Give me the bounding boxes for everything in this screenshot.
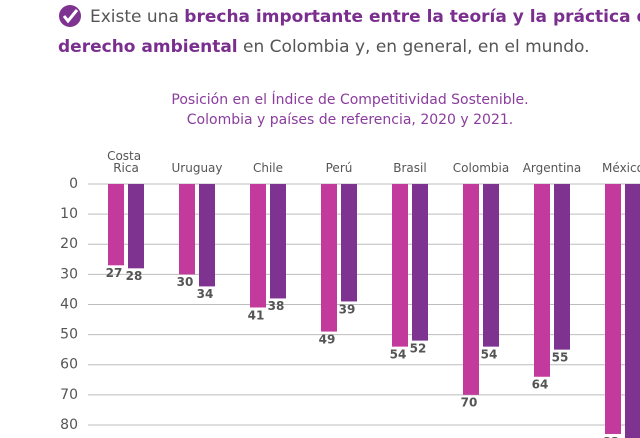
value-label: 55 — [552, 350, 569, 364]
header-bold: derecho ambiental — [58, 37, 238, 57]
value-label: 49 — [319, 332, 336, 346]
header-text: en Colombia y, en general, en el mundo. — [238, 37, 590, 57]
header-bold: brecha importante entre la teoría y la p… — [184, 7, 640, 27]
value-label: 64 — [532, 378, 549, 392]
check-icon — [59, 5, 81, 27]
y-tick-label: 40 — [60, 296, 78, 312]
bar — [463, 184, 479, 395]
x-tick-label: Argentina — [523, 161, 582, 175]
value-label: 83 — [603, 435, 620, 438]
bar — [179, 184, 195, 275]
value-label: 52 — [410, 341, 427, 355]
y-tick-label: 20 — [60, 236, 78, 252]
x-tick-label: Chile — [253, 161, 283, 175]
bar — [483, 184, 499, 347]
bar — [412, 184, 428, 341]
value-label: 54 — [390, 347, 407, 361]
value-label: 27 — [106, 266, 123, 280]
chart-title: Posición en el Índice de Competitividad … — [171, 91, 528, 108]
value-label: 39 — [339, 302, 356, 316]
bar — [250, 184, 266, 308]
bar — [554, 184, 570, 350]
header-text: Existe una — [90, 7, 184, 27]
bar — [199, 184, 215, 287]
bar — [534, 184, 550, 377]
bar — [108, 184, 124, 266]
bar — [270, 184, 286, 299]
value-label: 54 — [481, 347, 498, 361]
x-tick-label: Uruguay — [172, 161, 223, 175]
x-tick-label: Perú — [326, 161, 353, 175]
bar — [392, 184, 408, 347]
bar — [605, 184, 621, 434]
bar — [128, 184, 144, 269]
y-tick-label: 60 — [60, 357, 78, 373]
x-tick-label: Costa Rica — [107, 149, 145, 175]
x-tick-label: Brasil — [393, 161, 426, 175]
bar — [341, 184, 357, 302]
chart-subtitle: Colombia y países de referencia, 2020 y … — [187, 112, 513, 128]
value-label: 30 — [177, 275, 194, 289]
value-label: 28 — [126, 269, 143, 283]
header-line-1: Existe una brecha importante entre la te… — [90, 7, 640, 27]
y-tick-label: 30 — [60, 266, 78, 282]
bar — [321, 184, 337, 332]
value-label: 34 — [197, 287, 214, 301]
y-tick-label: 50 — [60, 327, 78, 343]
y-tick-label: 10 — [60, 206, 78, 222]
y-tick-label: 80 — [60, 417, 78, 433]
value-label: 38 — [268, 299, 285, 313]
y-tick-label: 70 — [60, 387, 78, 403]
y-tick-label: 0 — [69, 176, 78, 192]
value-label: 41 — [248, 308, 265, 322]
header-line-2: derecho ambiental en Colombia y, en gene… — [58, 37, 590, 57]
value-label: 70 — [461, 396, 478, 410]
bar — [625, 184, 640, 438]
x-tick-label: Colombia — [453, 161, 509, 175]
x-tick-label: México — [602, 161, 640, 175]
